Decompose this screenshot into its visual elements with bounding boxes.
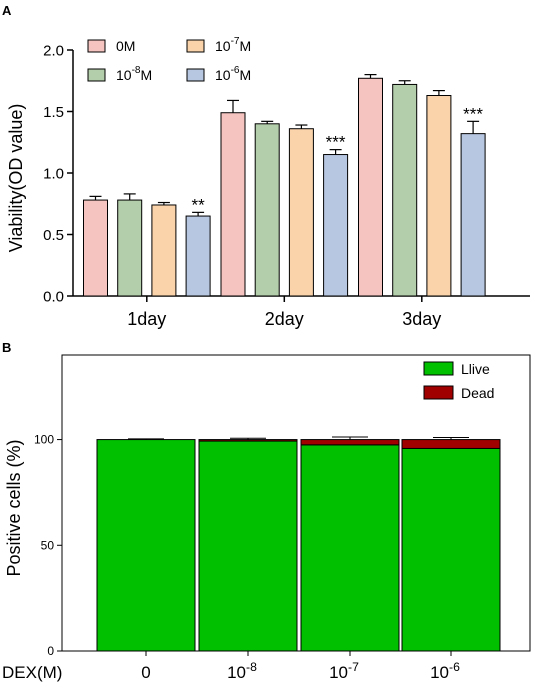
- bar: [254, 123, 280, 297]
- x-tick-label: 10-6: [430, 660, 460, 682]
- significance-label: ***: [326, 133, 346, 152]
- y-tick-label: 1.5: [43, 104, 64, 121]
- bar-dead: [300, 439, 400, 446]
- bar: [83, 199, 108, 297]
- bar: [426, 95, 452, 297]
- x-tick-label: 2day: [265, 309, 304, 329]
- bar: [151, 204, 177, 297]
- y-axis-label: Positive cells (%): [4, 439, 24, 576]
- chart-a: 0.0 0.5 1.0 1.5 2.0 Viability(OD value) ** 1day…: [6, 36, 530, 329]
- legend-swatch: [87, 68, 106, 82]
- x-tick-label: 10-7: [329, 660, 359, 682]
- y-tick-label: 100: [34, 433, 54, 447]
- bar-live: [96, 439, 196, 652]
- legend-swatch: [423, 385, 454, 400]
- bar-live: [198, 440, 298, 652]
- bar: [358, 77, 383, 297]
- bar-live: [300, 444, 400, 652]
- significance-label: **: [191, 195, 205, 214]
- legend-label: Llive: [461, 361, 490, 377]
- bar-live: [401, 447, 501, 652]
- bar-dead: [198, 439, 298, 442]
- legend-swatch: [186, 39, 205, 53]
- panel-label-a: A: [2, 3, 12, 18]
- y-tick-label: 0.0: [43, 289, 64, 306]
- bar: [185, 215, 211, 297]
- x-tick-label: 1day: [127, 309, 166, 329]
- x-tick-label: 0: [141, 663, 150, 682]
- y-tick-label: 2.0: [43, 43, 64, 60]
- bar: [392, 83, 418, 297]
- legend-label: 0M: [116, 38, 135, 54]
- bar: [288, 128, 314, 297]
- bar-dead: [401, 439, 501, 449]
- legend-swatch: [87, 39, 106, 53]
- bar: [460, 133, 486, 297]
- x-tick-label: 3day: [402, 309, 441, 329]
- panel-label-b: B: [2, 340, 11, 355]
- chart-b: 0 50 100 Positive cells (%) 0 10-8 10-7 10-6 DEX…: [2, 354, 531, 682]
- legend-swatch: [186, 68, 205, 82]
- bar: [220, 112, 246, 297]
- bar: [323, 154, 349, 297]
- y-axis-label: Viability(OD value): [6, 104, 26, 253]
- y-tick-label: 0: [47, 644, 54, 658]
- y-tick-label: 0.5: [43, 227, 64, 244]
- legend-label: Dead: [461, 385, 494, 401]
- y-tick-label: 1.0: [43, 166, 64, 183]
- legend-swatch: [423, 361, 454, 376]
- y-tick-label: 50: [41, 538, 55, 552]
- x-tick-label: 10-8: [227, 660, 257, 682]
- legend-label: 10-6M: [215, 65, 251, 83]
- x-axis-title: DEX(M): [2, 663, 62, 682]
- legend-label: 10-7M: [215, 36, 251, 54]
- legend-label: 10-8M: [116, 65, 152, 83]
- significance-label: ***: [463, 104, 483, 123]
- bar: [117, 199, 143, 297]
